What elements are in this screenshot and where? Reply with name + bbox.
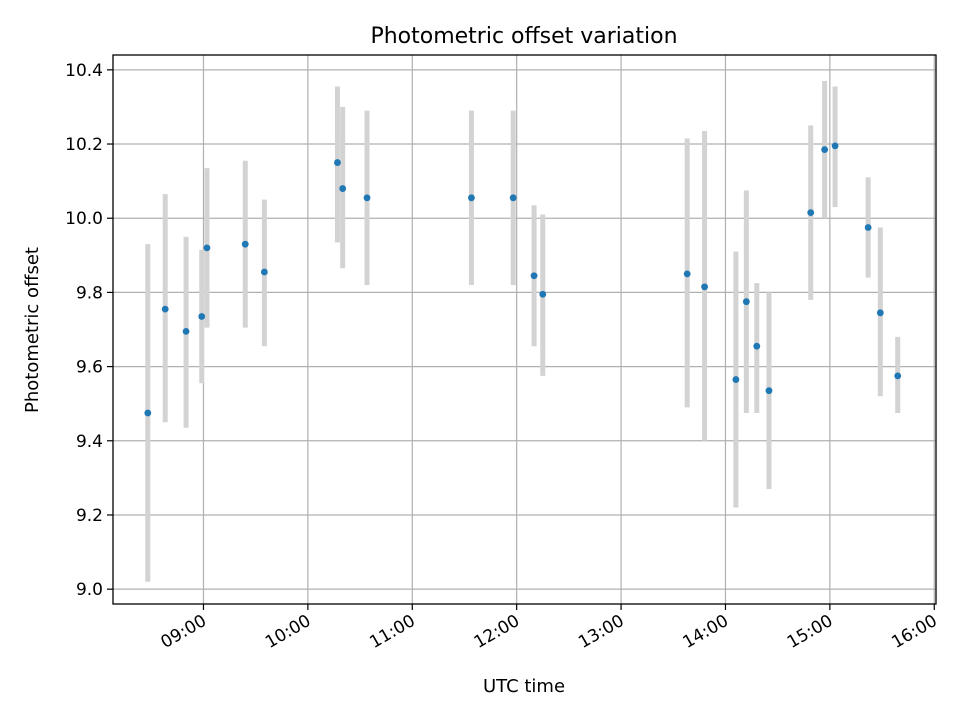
x-axis-label: UTC time [483, 676, 565, 697]
x-tick-label: 15:00 [784, 611, 836, 653]
x-tick-label: 12:00 [471, 611, 523, 653]
plot-frame [112, 54, 937, 605]
data-point [161, 305, 169, 313]
data-point [732, 376, 740, 383]
data-point [876, 309, 884, 317]
error-bars [145, 80, 901, 582]
data-point [765, 387, 773, 395]
y-tick-label: 10.0 [65, 209, 103, 229]
data-point [203, 244, 211, 252]
data-point [363, 194, 371, 202]
data-point [753, 342, 761, 350]
x-tick-label: 09:00 [158, 611, 210, 653]
data-point [198, 313, 206, 320]
data-point [144, 409, 152, 417]
data-point [864, 224, 872, 231]
y-axis-ticks: 9.0 9.2 9.4 9.6 9.8 10.0 10.2 10.4 [65, 61, 113, 600]
data-point [894, 372, 902, 380]
y-tick-label: 9.4 [76, 432, 103, 452]
x-tick-label: 16:00 [888, 611, 940, 653]
data-point [831, 142, 839, 150]
y-tick-label: 9.6 [76, 358, 103, 378]
chart-title: Photometric offset variation [370, 24, 677, 49]
y-axis-label: Photometric offset [22, 247, 43, 413]
data-point [530, 272, 538, 280]
data-point [260, 268, 268, 276]
x-axis-ticks: 09:00 10:00 11:00 12:00 13:00 14:00 15:00 16:00 [158, 604, 941, 653]
y-tick-label: 10.4 [65, 61, 103, 81]
data-point [742, 298, 750, 306]
x-tick-label: 13:00 [575, 611, 627, 653]
data-point [509, 194, 517, 202]
y-tick-label: 10.2 [65, 135, 103, 155]
data-point [539, 290, 547, 298]
data-point [683, 270, 691, 278]
data-point [807, 209, 815, 217]
x-tick-label: 11:00 [366, 611, 418, 653]
data-point [339, 185, 347, 192]
grid-lines [113, 55, 936, 604]
y-tick-label: 9.2 [76, 506, 103, 526]
data-point [334, 159, 341, 166]
data-point [241, 240, 249, 248]
data-point [468, 194, 475, 202]
y-tick-label: 9.8 [76, 283, 103, 303]
x-tick-label: 10:00 [262, 611, 314, 653]
data-points [144, 142, 902, 417]
data-point [182, 327, 190, 335]
y-tick-label: 9.0 [76, 580, 103, 600]
data-point [701, 283, 708, 291]
x-tick-label: 14:00 [680, 611, 732, 653]
data-point [821, 146, 829, 153]
